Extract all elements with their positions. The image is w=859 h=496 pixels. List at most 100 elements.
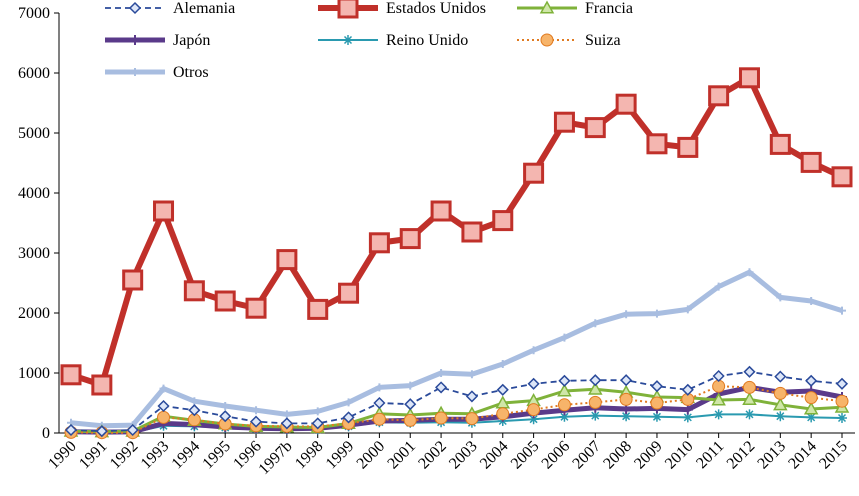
data-point — [621, 411, 632, 422]
x-tick-label: 2006 — [539, 438, 574, 473]
data-point — [430, 200, 452, 222]
x-tick-label: 1992 — [107, 438, 142, 473]
data-point — [557, 383, 572, 397]
legend-label: Alemania — [173, 0, 235, 17]
legend-item: Otros — [105, 64, 209, 81]
series-otros — [67, 268, 846, 430]
legend-item: Reino Unido — [318, 32, 468, 49]
data-point — [498, 360, 507, 368]
data-point — [528, 414, 539, 425]
x-tick-label: 1998 — [292, 438, 327, 473]
legend-label: Suiza — [585, 32, 621, 49]
data-point — [280, 417, 293, 430]
data-point — [153, 200, 175, 222]
x-tick-label: 2009 — [631, 438, 666, 473]
data-point — [773, 386, 787, 400]
y-tick-label: 7000 — [18, 5, 50, 22]
x-tick-label: 2013 — [755, 438, 790, 473]
x-tick-label: 2015 — [816, 438, 851, 473]
data-point — [742, 380, 756, 394]
x-tick-label: 1997b — [255, 438, 295, 478]
data-point — [128, 1, 142, 15]
data-point — [282, 410, 291, 419]
data-point — [527, 377, 540, 390]
data-point — [557, 398, 571, 412]
series-line — [70, 269, 843, 429]
data-point — [343, 35, 353, 45]
x-tick-label: 1991 — [76, 438, 111, 473]
data-point — [95, 425, 108, 438]
data-point — [540, 33, 554, 47]
data-point — [807, 297, 816, 305]
series-line — [70, 74, 844, 388]
data-point — [496, 407, 510, 421]
data-point — [560, 333, 569, 342]
data-point — [559, 411, 570, 422]
data-point — [620, 374, 633, 387]
y-tick-label: 6000 — [18, 65, 50, 82]
x-tick-label: 2003 — [446, 438, 481, 473]
data-point — [776, 293, 785, 302]
data-point — [646, 133, 668, 155]
series-alemania — [64, 365, 849, 438]
data-point — [373, 396, 386, 410]
data-point — [64, 423, 78, 437]
data-point — [805, 374, 818, 387]
data-point — [838, 306, 846, 315]
data-point — [742, 391, 757, 405]
data-point — [803, 401, 819, 415]
axes: 0100020003000400050006000700019901991199… — [18, 5, 855, 478]
x-tick-label: 1995 — [199, 438, 234, 473]
data-point — [589, 374, 602, 387]
legend-item: Alemania — [105, 0, 235, 17]
x-tick-label: 2005 — [508, 438, 543, 473]
data-point — [774, 370, 787, 383]
y-tick-label: 5000 — [18, 125, 50, 142]
data-point — [122, 269, 144, 291]
legend-item: Suiza — [517, 32, 621, 49]
data-point — [682, 404, 693, 415]
data-point — [523, 162, 545, 184]
legend-label: Reino Unido — [386, 32, 468, 49]
data-point — [773, 397, 788, 411]
data-point — [91, 374, 113, 396]
y-tick-label: 1000 — [18, 365, 50, 382]
x-tick-label: 2000 — [354, 438, 389, 473]
data-point — [219, 410, 232, 423]
data-point — [738, 67, 760, 89]
data-point — [492, 210, 514, 232]
y-tick-label: 0 — [42, 425, 50, 442]
data-point — [190, 397, 199, 406]
data-point — [159, 384, 168, 393]
data-point — [775, 411, 786, 422]
data-point — [368, 232, 390, 254]
data-point — [682, 412, 693, 423]
legend-item: Japón — [105, 32, 210, 49]
x-tick-label: 2012 — [724, 438, 759, 473]
data-point — [434, 411, 448, 425]
data-point — [344, 398, 353, 407]
data-point — [683, 305, 692, 314]
data-point — [835, 394, 849, 408]
x-tick-label: 1999 — [323, 438, 358, 473]
data-point — [615, 93, 637, 115]
data-point — [406, 381, 415, 390]
data-point — [539, 0, 555, 14]
data-point — [681, 383, 694, 396]
data-point — [157, 399, 170, 413]
data-point — [714, 282, 723, 291]
data-point — [804, 391, 818, 405]
data-point — [60, 364, 82, 386]
data-point — [835, 377, 849, 390]
legend-label: Otros — [173, 64, 209, 81]
x-tick-label: 1990 — [45, 438, 80, 473]
data-point — [399, 228, 421, 250]
data-point — [558, 374, 571, 387]
data-point — [553, 111, 575, 133]
data-point — [313, 407, 322, 416]
data-point — [496, 383, 509, 396]
x-tick-label: 1994 — [169, 438, 204, 473]
x-tick-label: 2002 — [415, 438, 450, 473]
data-point — [527, 403, 541, 417]
data-point — [650, 396, 664, 410]
